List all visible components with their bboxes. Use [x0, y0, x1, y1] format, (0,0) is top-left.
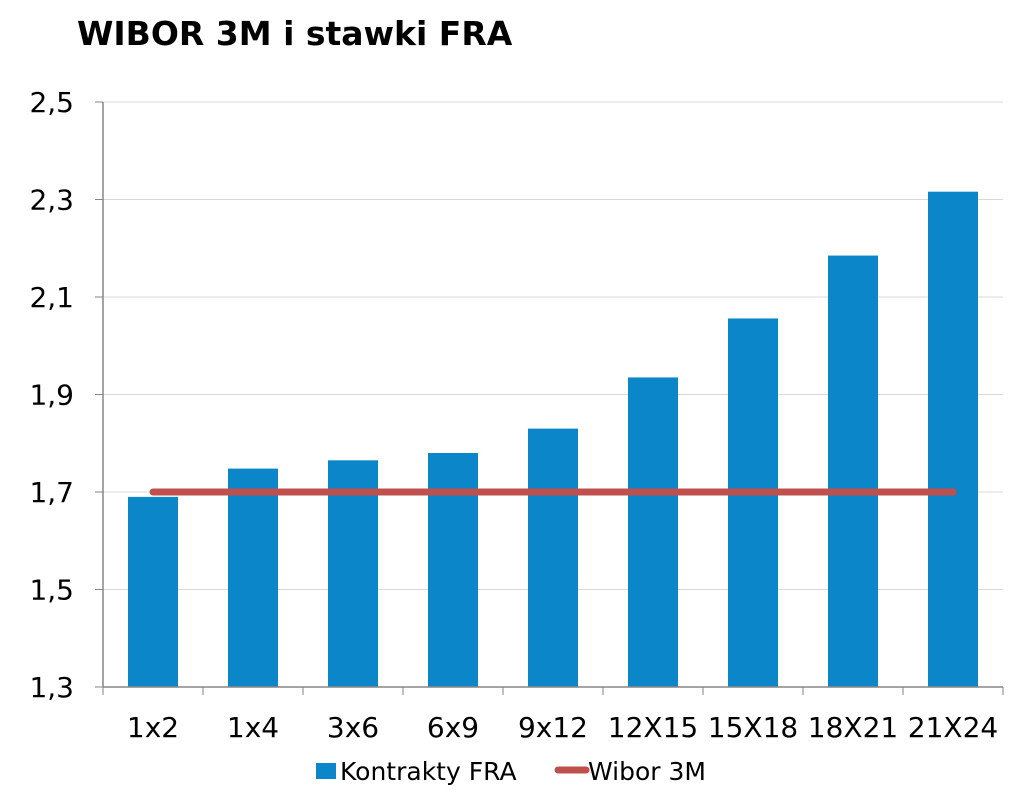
- y-tick-label: 2,1: [29, 281, 74, 314]
- bar-3x6: [328, 460, 378, 687]
- x-tick-label: 1x4: [227, 711, 279, 744]
- bar-1x2: [128, 496, 178, 687]
- legend: Kontrakty FRA Wibor 3M: [316, 757, 706, 786]
- x-tick-label: 15X18: [708, 711, 798, 744]
- x-tick-label: 21X24: [908, 711, 998, 744]
- x-tick-label: 12X15: [608, 711, 698, 744]
- x-tick-label: 1x2: [127, 711, 179, 744]
- y-tick-label: 1,9: [29, 379, 74, 412]
- y-tick-label: 1,5: [29, 574, 74, 607]
- y-tick-label: 1,7: [29, 476, 74, 509]
- legend-label-wibor-3m: Wibor 3M: [588, 757, 706, 786]
- bar-6x9: [428, 453, 478, 687]
- y-axis-ticks: 1,3 1,5 1,7 1,9 2,1 2,3 2,5: [29, 86, 103, 704]
- y-tick-label: 2,3: [29, 184, 74, 217]
- bar-9x12: [528, 428, 578, 687]
- bar-15X18: [728, 318, 778, 687]
- y-tick-label: 2,5: [29, 86, 74, 119]
- bar-18X21: [828, 255, 878, 687]
- legend-label-kontrakty-fra: Kontrakty FRA: [340, 757, 517, 786]
- x-tick-label: 9x12: [518, 711, 588, 744]
- x-tick-label: 3x6: [327, 711, 379, 744]
- x-tick-label: 6x9: [427, 711, 479, 744]
- bar-1x4: [228, 468, 278, 687]
- legend-swatch-kontrakty-fra: [316, 763, 336, 779]
- bar-12X15: [628, 377, 678, 687]
- y-tick-label: 1,3: [29, 671, 74, 704]
- bar-series: [128, 191, 978, 687]
- x-tick-label: 18X21: [808, 711, 898, 744]
- bar-21X24: [928, 191, 978, 687]
- x-axis-ticks: 1x2 1x4 3x6 6x9 9x12 12X15 15X18 18X21 21X24: [102, 687, 1004, 744]
- chart-title: WIBOR 3M i stawki FRA: [77, 14, 513, 53]
